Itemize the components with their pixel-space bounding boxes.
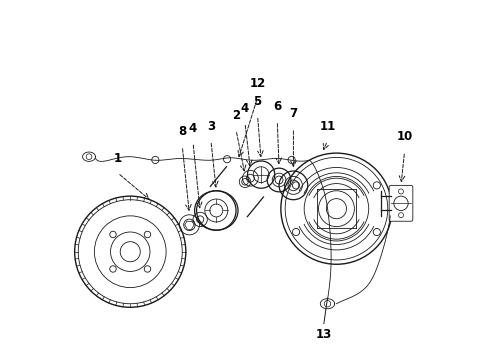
Text: 13: 13: [316, 328, 332, 341]
Text: 8: 8: [178, 125, 186, 138]
Text: 12: 12: [249, 77, 266, 90]
Text: 6: 6: [273, 100, 281, 113]
FancyBboxPatch shape: [389, 185, 413, 221]
Text: 1: 1: [114, 152, 122, 165]
Text: 3: 3: [207, 120, 215, 133]
Text: 7: 7: [290, 107, 297, 120]
Text: 10: 10: [396, 130, 413, 144]
Text: 2: 2: [232, 109, 240, 122]
Text: 11: 11: [319, 120, 336, 133]
Text: 4: 4: [189, 122, 197, 135]
Text: 5: 5: [253, 95, 262, 108]
Text: 4: 4: [241, 102, 249, 115]
